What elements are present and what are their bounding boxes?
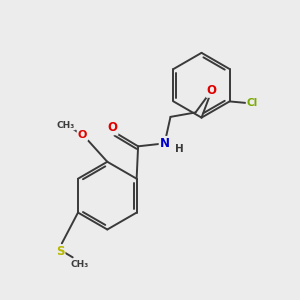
Text: O: O [207,84,217,97]
Text: O: O [78,130,87,140]
Text: O: O [107,121,118,134]
Text: CH₃: CH₃ [70,260,88,268]
Text: N: N [160,137,170,150]
Text: H: H [175,144,184,154]
Text: CH₃: CH₃ [57,121,75,130]
Text: Cl: Cl [247,98,258,108]
Text: S: S [56,245,64,258]
